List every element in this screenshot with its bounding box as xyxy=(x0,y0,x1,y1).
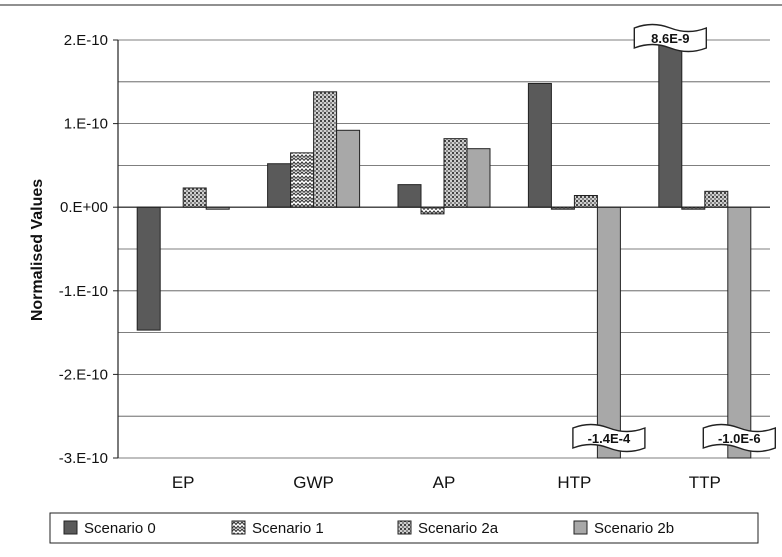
y-tick-label: -1.E-10 xyxy=(59,283,108,300)
x-category-label: EP xyxy=(172,473,195,492)
bar-ttp-scenario-2b xyxy=(727,206,752,459)
callout-label: 8.6E-9 xyxy=(651,31,689,46)
bar-ep-scenario-0 xyxy=(136,206,161,331)
x-category-label: AP xyxy=(433,473,456,492)
bar-ttp-scenario-0 xyxy=(658,39,683,208)
bar-ttp-scenario-2a xyxy=(704,190,729,208)
callout-banner xyxy=(633,23,707,53)
value-callout: 8.6E-9 xyxy=(633,23,707,53)
callout-label: -1.0E-6 xyxy=(718,431,761,446)
bar-gwp-scenario-1 xyxy=(290,152,315,208)
legend-swatch xyxy=(231,520,246,535)
bar-ap-scenario-2a xyxy=(443,138,468,208)
bar-ep-scenario-2a xyxy=(182,187,207,208)
value-callout: -1.0E-6 xyxy=(702,423,776,453)
legend-swatch xyxy=(397,520,412,535)
y-axis-label: Normalised Values xyxy=(29,179,46,321)
bar-htp-scenario-2b xyxy=(596,206,621,459)
y-tick-label: 1.E-10 xyxy=(64,116,108,133)
legend-label: Scenario 0 xyxy=(84,520,156,537)
callout-banner xyxy=(702,423,776,453)
bar-ap-scenario-0 xyxy=(397,184,422,208)
legend-label: Scenario 1 xyxy=(252,520,324,537)
x-category-label: TTP xyxy=(689,473,721,492)
x-category-label: GWP xyxy=(293,473,334,492)
y-tick-label: -2.E-10 xyxy=(59,366,108,383)
callout-label: -1.4E-4 xyxy=(588,431,631,446)
bar-gwp-scenario-2a xyxy=(313,91,338,208)
legend-swatch xyxy=(573,520,588,535)
bar-ap-scenario-1 xyxy=(420,206,445,215)
legend-swatch xyxy=(63,520,78,535)
bar-gwp-scenario-0 xyxy=(267,163,292,208)
x-category-label: HTP xyxy=(557,473,591,492)
bar-ap-scenario-2b xyxy=(466,148,491,208)
value-callout: -1.4E-4 xyxy=(572,423,646,453)
legend-label: Scenario 2b xyxy=(594,520,674,537)
callout-banner xyxy=(572,423,646,453)
bar-htp-scenario-0 xyxy=(527,82,552,208)
y-tick-label: -3.E-10 xyxy=(59,450,108,467)
y-tick-label: 2.E-10 xyxy=(64,32,108,49)
y-tick-label: 0.E+00 xyxy=(60,199,108,216)
bar-gwp-scenario-2b xyxy=(336,129,361,208)
legend-label: Scenario 2a xyxy=(418,520,499,537)
bar-htp-scenario-2a xyxy=(573,194,598,208)
